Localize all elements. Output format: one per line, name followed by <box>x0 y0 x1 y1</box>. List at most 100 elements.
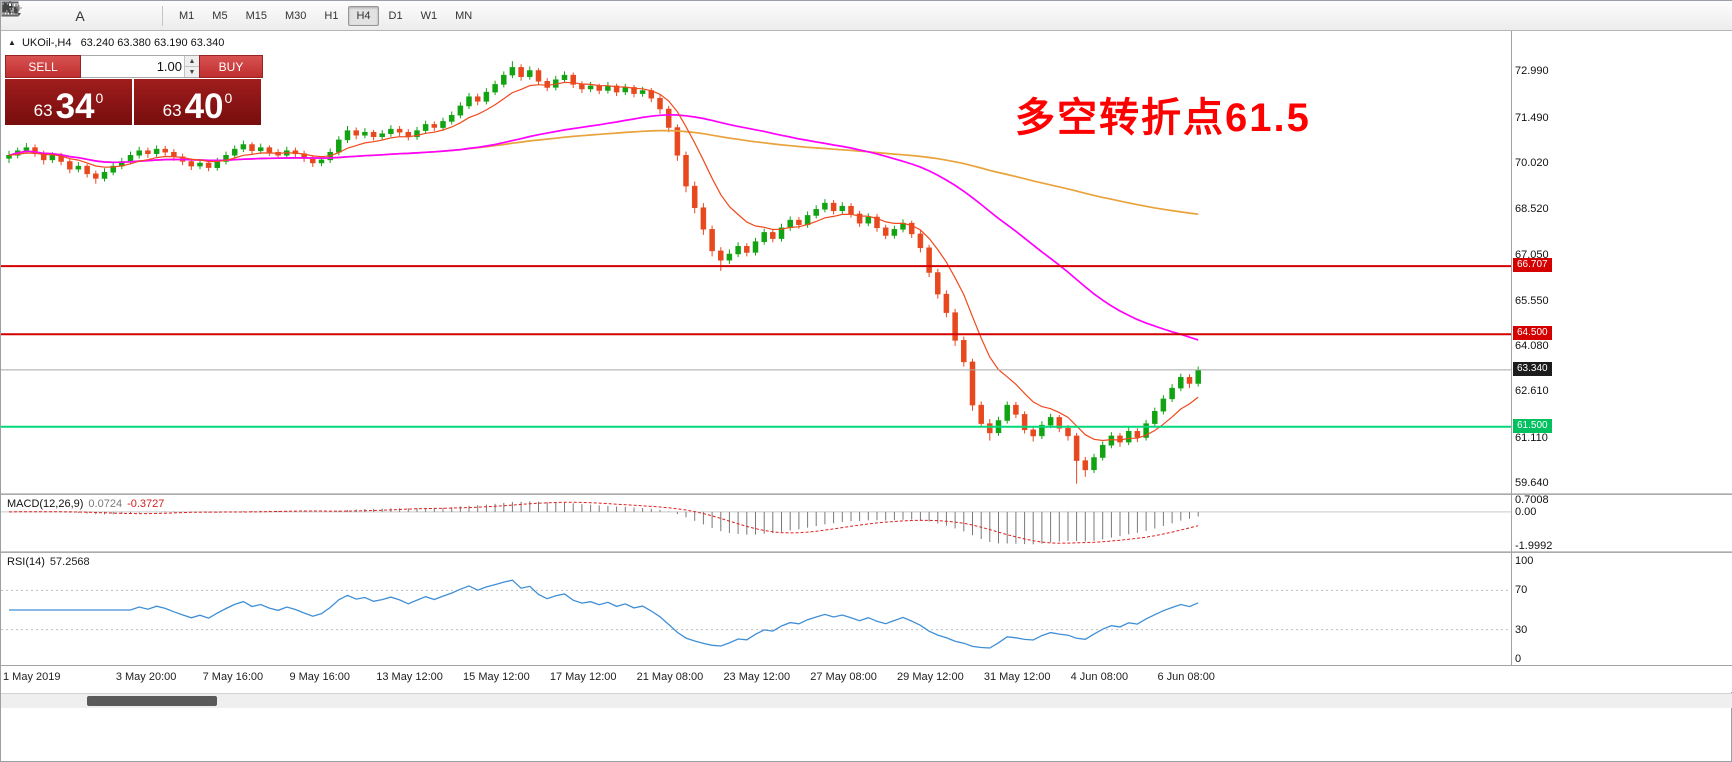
volume-up-arrow-icon[interactable]: ▲ <box>185 56 199 67</box>
text-box-icon[interactable]: T <box>1 2 124 28</box>
buy-price-pips: 40 <box>184 87 224 127</box>
time-tick-label: 15 May 12:00 <box>463 671 530 683</box>
time-tick-label: 17 May 12:00 <box>549 671 617 683</box>
volume-down-arrow-icon[interactable]: ▼ <box>185 67 199 77</box>
ohlc-grid-icon[interactable] <box>1 1 64 28</box>
time-tick-label: 27 May 08:00 <box>810 671 877 683</box>
symbol-name: UKOil-,H4 <box>21 37 72 49</box>
buy-button[interactable]: BUY <box>199 55 263 78</box>
price-tag-61.500: 61.500 <box>1513 418 1552 433</box>
volume-value[interactable]: 1.00 <box>156 59 182 74</box>
price-tick-label: 65.550 <box>1515 294 1549 307</box>
timeframe-MN[interactable]: MN <box>447 6 480 26</box>
macd-name: MACD(12,26,9) <box>7 498 84 510</box>
time-tick-label: 9 May 16:00 <box>289 671 350 683</box>
price-tick-label: 62.610 <box>1515 385 1549 398</box>
timeframe-W1[interactable]: W1 <box>413 6 446 26</box>
price-tick-label: 61.110 <box>1515 431 1548 444</box>
macd-tick-label: -1.9992 <box>1515 540 1553 552</box>
time-tick-label: 13 May 12:00 <box>376 671 443 683</box>
macd-canvas[interactable] <box>1 495 1511 551</box>
timeframe-H4[interactable]: H4 <box>348 5 379 26</box>
horizontal-scrollbar[interactable] <box>1 693 1732 708</box>
price-tick-label: 70.020 <box>1515 156 1549 169</box>
time-tick-label: 4 Jun 08:00 <box>1070 671 1129 683</box>
svg-text:T: T <box>7 5 13 15</box>
macd-main-value: 0.0724 <box>88 498 123 510</box>
macd-label: MACD(12,26,9) 0.0724 -0.3727 <box>7 498 164 510</box>
time-tick-label: 31 May 12:00 <box>983 671 1051 683</box>
time-tick-label: 23 May 12:00 <box>723 671 791 683</box>
rsi-axis: 100 70 30 0 <box>1515 553 1730 665</box>
window-divider[interactable] <box>1 551 1732 553</box>
rsi-tick-label: 30 <box>1515 623 1528 636</box>
expand-marker-icon[interactable]: ▲ <box>8 38 16 47</box>
timeframe-M1[interactable]: M1 <box>171 6 202 26</box>
text-label-icon[interactable]: A <box>75 7 85 24</box>
buy-price-big-figure: 63 <box>162 101 182 120</box>
time-axis: 1 May 2019 3 May 20:00 7 May 16:00 9 May 16… <box>1 665 1732 692</box>
price-tick-label: 68.520 <box>1515 203 1549 216</box>
rsi-window: RSI(14) 57.2568 100 70 30 0 <box>1 553 1732 665</box>
timeframe-M5[interactable]: M5 <box>204 6 235 26</box>
one-click-trading-panel: SELL 1.00 ▲ ▼ BUY 63 34 0 63 40 0 <box>5 55 263 125</box>
ma-fast-line <box>8 81 1199 442</box>
macd-signal-line <box>8 501 1199 544</box>
volume-spinner[interactable]: ▲ ▼ <box>184 56 199 77</box>
crosshair-cursor-icon[interactable] <box>4 2 154 28</box>
time-tick-label: 1 May 2019 <box>3 671 61 683</box>
main-chart-canvas[interactable] <box>1 31 1511 493</box>
buy-price-point: 0 <box>224 90 233 106</box>
ma-mid-line <box>8 113 1199 341</box>
toolbar-separator <box>162 5 163 26</box>
rsi-tick-label: 0 <box>1515 653 1522 665</box>
sell-price-point: 0 <box>95 90 104 106</box>
timeframe-H1[interactable]: H1 <box>316 6 346 26</box>
macd-tick-label: 0.7008 <box>1515 494 1549 506</box>
main-chart-window: ▲ UKOil-,H4 63.240 63.380 63.190 63.340 … <box>1 31 1732 493</box>
timeframe-D1[interactable]: D1 <box>381 6 411 26</box>
volume-input-box[interactable]: 1.00 ▲ ▼ <box>81 55 199 78</box>
rsi-label: RSI(14) 57.2568 <box>7 556 90 568</box>
price-tag-64.500: 64.500 <box>1513 326 1552 341</box>
macd-window: MACD(12,26,9) 0.0724 -0.3727 0.7008 0.00 -1.… <box>1 494 1732 552</box>
timeframe-M15[interactable]: M15 <box>238 6 275 26</box>
price-axis: 72.990 71.490 70.020 68.520 67.050 65.550 64.0… <box>1513 31 1730 493</box>
price-axis-separator <box>1511 31 1512 665</box>
window-divider[interactable] <box>1 493 1732 495</box>
buy-price-display[interactable]: 63 40 0 <box>134 79 261 125</box>
sell-price-display[interactable]: 63 34 0 <box>5 79 132 125</box>
time-tick-label: 3 May 20:00 <box>115 671 177 683</box>
macd-tick-label: 0.00 <box>1515 505 1537 518</box>
price-tick-label: 67.050 <box>1515 248 1549 261</box>
rsi-canvas[interactable] <box>1 553 1511 665</box>
rsi-tick-label: 100 <box>1515 555 1534 567</box>
ohlc-quote-text: 63.240 63.380 63.190 63.340 <box>80 37 225 49</box>
rsi-name: RSI(14) <box>7 556 45 568</box>
sell-price-pips: 34 <box>55 87 95 127</box>
rsi-value: 57.2568 <box>49 556 90 568</box>
sell-price-big-figure: 63 <box>33 101 53 120</box>
price-tick-label: 64.080 <box>1515 340 1549 353</box>
timeframe-group: M1 M5 M15 M30 H1 H4 D1 W1 MN <box>170 5 481 26</box>
toolbar: A T M1 M5 M15 M30 H1 H4 D1 W1 MN <box>1 1 1732 31</box>
macd-axis: 0.7008 0.00 -1.9992 <box>1515 494 1730 552</box>
time-tick-label: 6 Jun 08:00 <box>1157 671 1215 683</box>
price-tag-63.340: 63.340 <box>1513 361 1552 376</box>
rsi-line <box>9 579 1199 649</box>
price-tick-label: 59.640 <box>1515 477 1549 490</box>
scrollbar-thumb[interactable] <box>87 696 217 706</box>
time-tick-label: 7 May 16:00 <box>202 671 264 683</box>
time-tick-label: 21 May 08:00 <box>636 671 704 683</box>
sell-button[interactable]: SELL <box>5 55 81 78</box>
price-tag-66.707: 66.707 <box>1513 258 1552 273</box>
price-tick-label: 72.990 <box>1515 65 1549 78</box>
chart-title: ▲ UKOil-,H4 63.240 63.380 63.190 63.340 <box>8 37 224 49</box>
price-tick-label: 71.490 <box>1515 111 1549 124</box>
chart-annotation: 多空转折点61.5 <box>1015 96 1311 140</box>
timeframe-M30[interactable]: M30 <box>277 6 314 26</box>
rsi-tick-label: 70 <box>1515 584 1528 597</box>
macd-signal-value: -0.3727 <box>127 498 165 510</box>
time-tick-label: 29 May 12:00 <box>897 671 964 683</box>
